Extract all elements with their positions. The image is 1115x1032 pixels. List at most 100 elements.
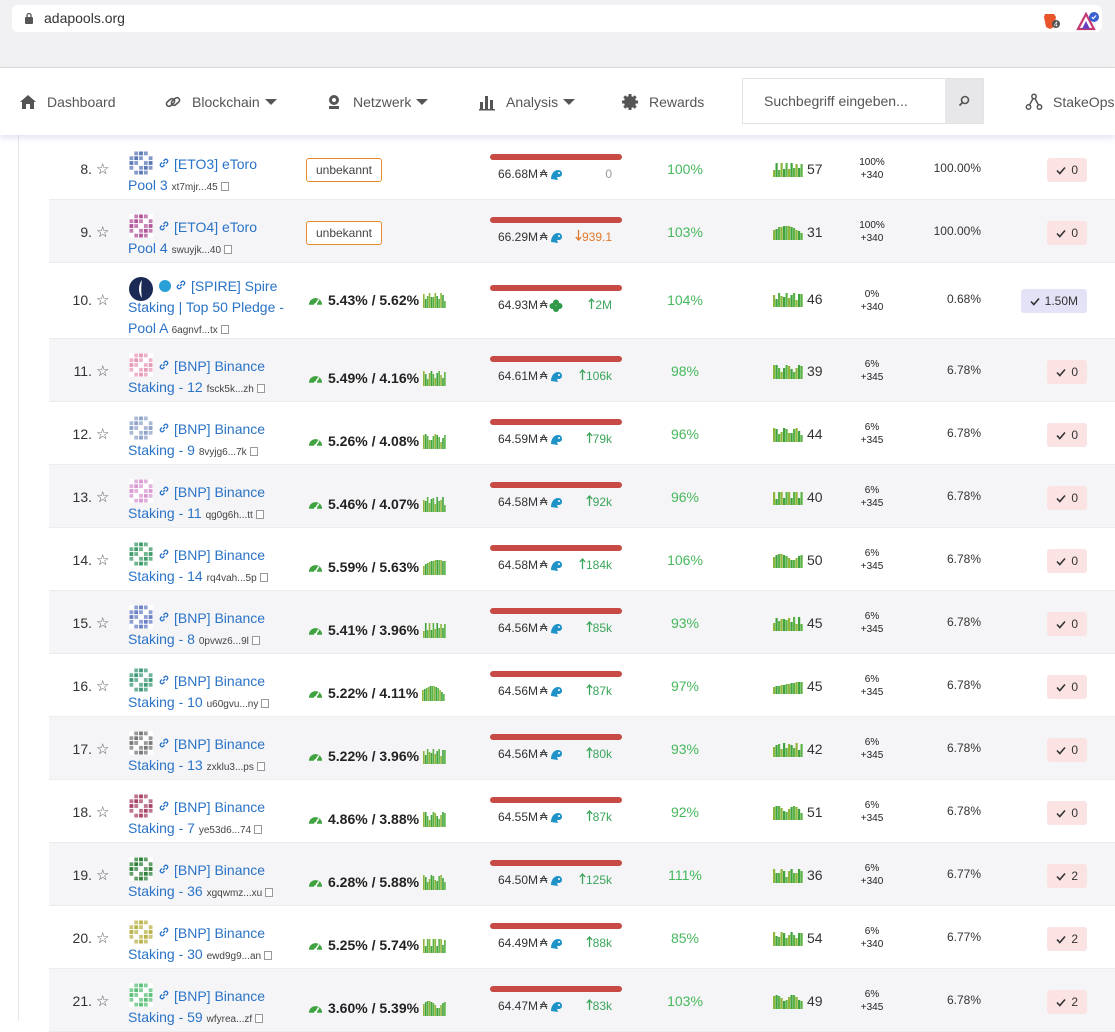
favorite-star-icon[interactable]: ☆ [96, 552, 110, 569]
delegator-votes-badge[interactable]: 2 [1047, 990, 1087, 1014]
table-row[interactable]: 20. ☆ [BNP] Binance Staking - 30 ewd9g9...a… [49, 906, 1115, 969]
nav-analysis[interactable]: Analysis [478, 92, 576, 112]
table-row[interactable]: 17. ☆ [BNP] Binance Staking - 13 zxklu3...p… [49, 717, 1115, 780]
pool-name-link[interactable]: [BNP] Binance Staking - 30 ewd9g9...an [128, 923, 288, 967]
link-icon[interactable] [158, 548, 170, 560]
copy-icon[interactable] [251, 636, 260, 645]
delegator-votes-badge[interactable]: 0 [1047, 158, 1087, 182]
favorite-star-icon[interactable]: ☆ [96, 161, 110, 178]
link-icon[interactable] [158, 359, 170, 371]
table-row[interactable]: 18. ☆ [BNP] Binance Staking - 7 ye53d6...74… [49, 780, 1115, 843]
delegator-votes-badge[interactable]: 1.50M [1020, 289, 1087, 313]
link-icon[interactable] [158, 863, 170, 875]
delegator-votes-badge[interactable]: 0 [1047, 549, 1087, 573]
link-icon[interactable] [158, 737, 170, 749]
favorite-star-icon[interactable]: ☆ [96, 363, 110, 380]
table-row[interactable]: 14. ☆ [BNP] Binance Staking - 14 rq4vah...5… [49, 528, 1115, 591]
nav-netzwerk[interactable]: Netzwerk [325, 92, 429, 112]
delegator-votes-badge[interactable]: 0 [1047, 801, 1087, 825]
address-bar[interactable]: adapools.org 4 [12, 5, 1102, 32]
pool-name-link[interactable]: [BNP] Binance Staking - 14 rq4vah...5p [128, 545, 288, 589]
favorite-star-icon[interactable]: ☆ [96, 292, 110, 309]
table-row[interactable]: 12. ☆ [BNP] Binance Staking - 9 8vyjg6...7k… [49, 402, 1115, 465]
link-icon[interactable] [158, 220, 170, 232]
copy-icon[interactable] [265, 888, 274, 897]
table-row[interactable]: 9. ☆ [ETO4] eToro Pool 4 swuyjk...40 unbekan… [49, 200, 1115, 263]
favorite-star-icon[interactable]: ☆ [96, 804, 110, 821]
favorite-star-icon[interactable]: ☆ [96, 741, 110, 758]
pool-name-link[interactable]: [BNP] Binance Staking - 13 zxklu3...ps [128, 734, 288, 778]
pool-name-link[interactable]: [BNP] Binance Staking - 8 0pvwz6...9l [128, 608, 288, 652]
search-button[interactable] [945, 79, 983, 123]
nav-dashboard[interactable]: Dashboard [19, 92, 116, 112]
margin-value: 6% [864, 422, 880, 433]
pool-name-link[interactable]: [ETO4] eToro Pool 4 swuyjk...40 [128, 217, 288, 261]
table-row[interactable]: 11. ☆ [BNP] Binance Staking - 12 fsck5k...z… [49, 339, 1115, 402]
link-icon[interactable] [158, 611, 170, 623]
copy-icon[interactable] [255, 510, 264, 519]
delegator-votes-badge[interactable]: 2 [1047, 927, 1087, 951]
brave-rewards-icon[interactable] [1076, 11, 1100, 31]
favorite-star-icon[interactable]: ☆ [96, 930, 110, 947]
pool-name-link[interactable]: [BNP] Binance Staking - 59 wfyrea...zf [128, 986, 288, 1030]
delegator-votes-badge[interactable]: 0 [1047, 423, 1087, 447]
pool-name-link[interactable]: [BNP] Binance Staking - 11 qg0g6h...tt [128, 482, 288, 526]
favorite-star-icon[interactable]: ☆ [96, 615, 110, 632]
delegator-votes-badge[interactable]: 0 [1047, 360, 1087, 384]
copy-icon[interactable] [254, 825, 263, 834]
table-row[interactable]: 8. ☆ [ETO3] eToro Pool 3 xt7mjr...45 unbekan… [49, 137, 1115, 200]
copy-icon[interactable] [256, 762, 265, 771]
favorite-star-icon[interactable]: ☆ [96, 224, 110, 241]
link-icon[interactable] [158, 989, 170, 1001]
link-icon[interactable] [158, 157, 170, 169]
nav-rewards[interactable]: Rewards [621, 92, 704, 112]
copy-icon[interactable] [256, 384, 265, 393]
copy-icon[interactable] [249, 447, 258, 456]
nav-blockchain[interactable]: Blockchain [164, 92, 277, 112]
copy-icon[interactable] [264, 951, 273, 960]
copy-icon[interactable] [255, 1014, 264, 1023]
table-row[interactable]: 21. ☆ [BNP] Binance Staking - 59 wfyrea...z… [49, 969, 1115, 1032]
favorite-star-icon[interactable]: ☆ [96, 426, 110, 443]
brave-shield-icon[interactable]: 4 [1042, 13, 1060, 29]
delegator-votes-badge[interactable]: 0 [1047, 738, 1087, 762]
favorite-star-icon[interactable]: ☆ [96, 993, 110, 1010]
table-row[interactable]: 19. ☆ [BNP] Binance Staking - 36 xgqwmz...x… [49, 843, 1115, 906]
link-icon[interactable] [158, 926, 170, 938]
nav-stakeops[interactable]: StakeOps [1025, 92, 1114, 112]
favorite-star-icon[interactable]: ☆ [96, 678, 110, 695]
favorite-star-icon[interactable]: ☆ [96, 489, 110, 506]
delegator-votes-badge[interactable]: 0 [1047, 612, 1087, 636]
search-input[interactable] [743, 79, 947, 123]
pool-name-link[interactable]: [SPIRE] Spire Staking | Top 50 Pledge - Po… [128, 276, 288, 341]
copy-icon[interactable] [224, 245, 233, 254]
votes-value: 0 [1071, 365, 1078, 379]
copy-icon[interactable] [220, 325, 229, 334]
copy-icon[interactable] [261, 699, 270, 708]
link-icon[interactable] [158, 485, 170, 497]
delegator-votes-badge[interactable]: 0 [1047, 675, 1087, 699]
copy-icon[interactable] [220, 182, 229, 191]
delegator-votes-badge[interactable]: 2 [1047, 864, 1087, 888]
pool-name-link[interactable]: [BNP] Binance Staking - 12 fsck5k...zh [128, 356, 288, 400]
pool-name-link[interactable]: [BNP] Binance Staking - 9 8vyjg6...7k [128, 419, 288, 463]
performance-percent: 103% [667, 224, 703, 240]
pool-name-link[interactable]: [BNP] Binance Staking - 36 xgqwmz...xu [128, 860, 288, 904]
delegator-votes-badge[interactable]: 0 [1047, 221, 1087, 245]
telegram-icon[interactable] [159, 280, 171, 292]
delta-value: 87k [592, 810, 612, 824]
delegator-votes-badge[interactable]: 0 [1047, 486, 1087, 510]
pool-name-link[interactable]: [BNP] Binance Staking - 10 u60gvu...ny [128, 671, 288, 715]
link-icon[interactable] [158, 674, 170, 686]
link-icon[interactable] [158, 422, 170, 434]
table-row[interactable]: 16. ☆ [BNP] Binance Staking - 10 u60gvu...n… [49, 654, 1115, 717]
pool-name-link[interactable]: [BNP] Binance Staking - 7 ye53d6...74 [128, 797, 288, 841]
link-icon[interactable] [158, 800, 170, 812]
copy-icon[interactable] [259, 573, 268, 582]
pool-name-link[interactable]: [ETO3] eToro Pool 3 xt7mjr...45 [128, 154, 288, 198]
table-row[interactable]: 10. ☆ [SPIRE] Spire Staking | Top 50 Pledge… [49, 263, 1115, 339]
link-icon[interactable] [175, 279, 187, 291]
table-row[interactable]: 15. ☆ [BNP] Binance Staking - 8 0pvwz6...9l… [49, 591, 1115, 654]
table-row[interactable]: 13. ☆ [BNP] Binance Staking - 11 qg0g6h...t… [49, 465, 1115, 528]
favorite-star-icon[interactable]: ☆ [96, 867, 110, 884]
